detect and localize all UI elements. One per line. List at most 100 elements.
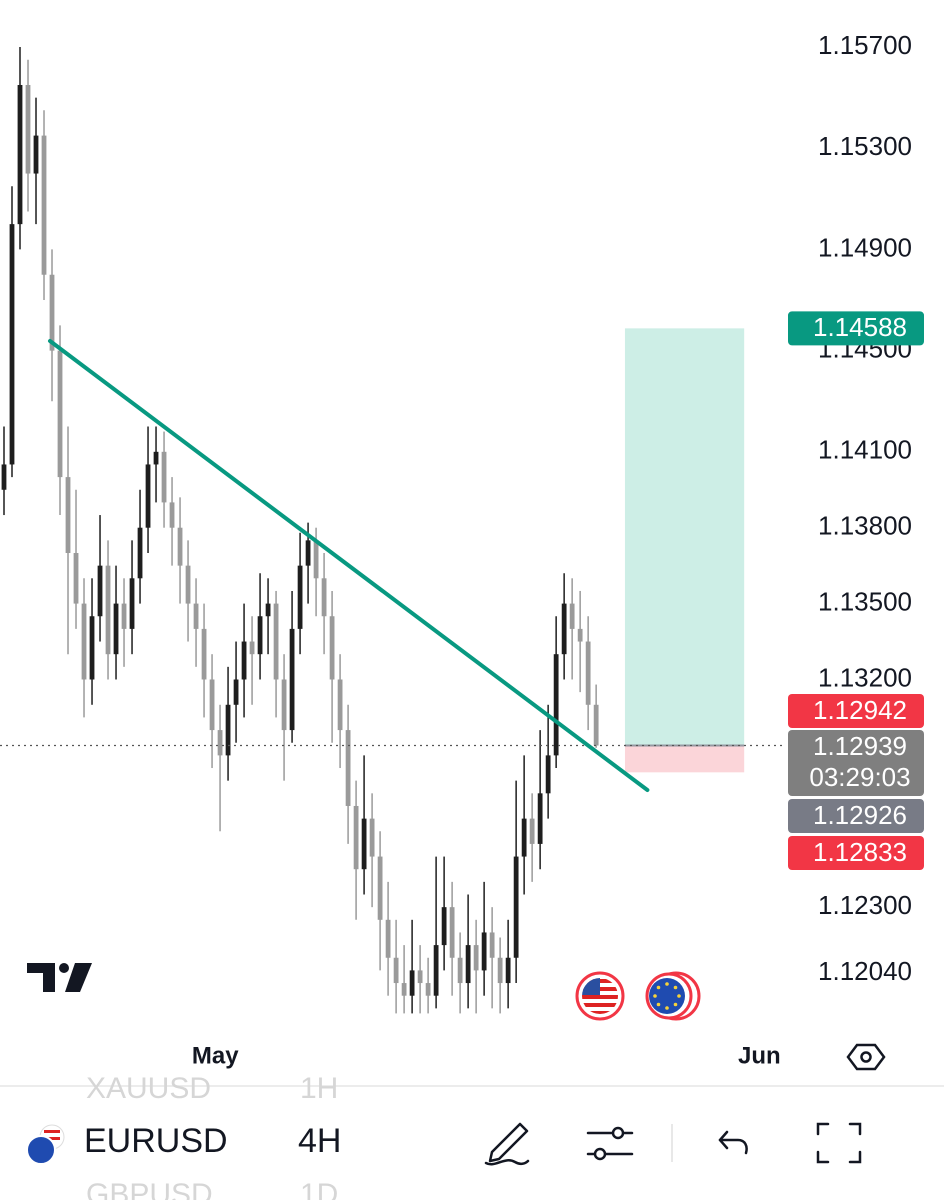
candle-body <box>121 603 127 629</box>
candle-body <box>425 983 431 996</box>
candle-body <box>169 502 175 528</box>
y-tick-label: 1.13800 <box>818 511 912 541</box>
drawing-tool-button[interactable] <box>484 1122 530 1166</box>
candle-body <box>433 945 439 996</box>
candle-body <box>513 856 519 958</box>
y-tick-label: 1.12300 <box>818 890 912 920</box>
candle-body <box>353 805 359 870</box>
symbol-icon <box>26 1124 65 1165</box>
candle-body <box>505 957 511 984</box>
candle-body <box>73 552 79 604</box>
plot-area <box>0 47 785 1014</box>
candle-body <box>225 704 231 756</box>
interval[interactable]: 4H <box>298 1122 341 1160</box>
candle-body <box>193 603 199 629</box>
chart-settings-icon[interactable] <box>846 1043 886 1071</box>
candle-body <box>145 464 151 528</box>
candle-body <box>337 679 343 731</box>
undo-button[interactable] <box>718 1130 748 1155</box>
candle-body <box>25 84 31 174</box>
y-tick-label: 1.15300 <box>818 131 912 161</box>
candle-body <box>545 755 551 794</box>
tradingview-logo <box>27 963 92 992</box>
candle-body <box>249 641 255 655</box>
candle-body <box>289 628 295 731</box>
candle-body <box>33 135 39 174</box>
candle-body <box>449 907 455 958</box>
candle-body <box>273 603 279 680</box>
y-tick-label: 1.13500 <box>818 586 912 616</box>
candle-body <box>385 919 391 958</box>
candle-body <box>313 540 319 579</box>
candle-body <box>321 578 327 617</box>
candle-body <box>577 628 583 642</box>
candle-body <box>241 641 247 680</box>
candle-body <box>217 730 223 756</box>
candle-body <box>201 628 207 680</box>
candle-body <box>593 704 599 746</box>
trendline <box>48 339 650 793</box>
candle-body <box>441 907 447 946</box>
candle-body <box>97 565 103 617</box>
price-badge-label: 1.14588 <box>813 312 907 342</box>
candle-body <box>409 970 415 996</box>
candle-body <box>481 932 487 971</box>
candle-body <box>305 540 311 566</box>
us-flag-icon[interactable] <box>575 971 625 1021</box>
candle-body <box>1 464 7 490</box>
candle-body <box>137 527 143 579</box>
price-badge <box>788 730 924 796</box>
previous-symbol[interactable]: XAUUSD <box>86 1072 211 1105</box>
candle-body <box>361 818 367 870</box>
price-badge-label: 1.12833 <box>813 837 907 867</box>
candle-body <box>161 451 167 503</box>
x-tick-label: May <box>192 1042 239 1069</box>
candle-body <box>401 983 407 996</box>
candle-body <box>489 932 495 958</box>
profit-zone <box>624 328 745 746</box>
eu-flag-icon[interactable] <box>645 971 701 1021</box>
candle-body <box>569 603 575 629</box>
previous-interval[interactable]: 1H <box>300 1072 338 1105</box>
candle-body <box>281 679 287 731</box>
symbol[interactable]: EURUSD <box>84 1122 228 1160</box>
price-badge-label: 1.12939 <box>813 731 907 761</box>
candle-body <box>57 350 63 478</box>
candle-body <box>369 818 375 857</box>
candle-body <box>473 945 479 971</box>
fullscreen-button[interactable] <box>816 1122 862 1164</box>
candle-body <box>65 477 71 553</box>
next-symbol[interactable]: GBPUSD <box>86 1178 213 1200</box>
candle-body <box>9 224 15 465</box>
candle-body <box>329 616 335 680</box>
candle-body <box>81 603 87 680</box>
indicators-button[interactable] <box>586 1126 634 1161</box>
price-badge <box>788 694 924 728</box>
y-tick-label: 1.14100 <box>818 435 912 465</box>
candle-body <box>465 945 471 984</box>
y-tick-label: 1.14900 <box>818 232 912 262</box>
y-tick-label: 1.13200 <box>818 662 912 692</box>
candle-body <box>521 818 527 857</box>
candle-body <box>377 856 383 920</box>
candle-body <box>209 679 215 731</box>
candle-body <box>233 679 239 705</box>
candle-body <box>177 527 183 566</box>
candle-body <box>297 565 303 629</box>
candle-body <box>345 730 351 806</box>
candle-body <box>553 654 559 756</box>
candle-body <box>17 84 23 225</box>
candle-body <box>49 274 55 351</box>
candle-body <box>537 793 543 844</box>
candle-body <box>89 616 95 680</box>
candle-body <box>265 603 271 617</box>
countdown-label: 03:29:03 <box>809 762 910 792</box>
candle-body <box>417 970 423 984</box>
loss-zone <box>624 745 745 773</box>
price-badge <box>788 836 924 870</box>
candle-body <box>105 565 111 655</box>
next-interval[interactable]: 1D <box>300 1178 338 1200</box>
y-tick-label: 1.12040 <box>818 956 912 986</box>
